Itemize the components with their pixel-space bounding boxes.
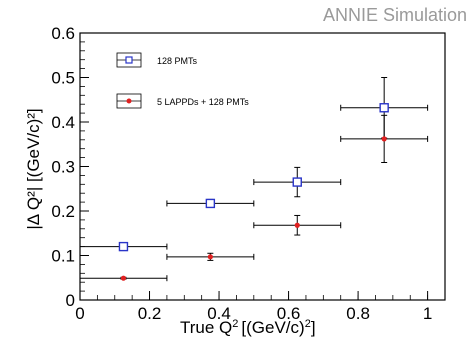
y-tick-label: 0.4 [51,113,75,132]
y-tick-label: 0 [66,291,75,310]
data-point-1 [118,241,129,252]
x-tick-label: 1 [423,304,432,323]
x-tick-label: 0.2 [138,304,162,323]
legend-label-series-1: 128 PMTs [157,56,198,66]
data-point-1 [205,198,216,209]
y-tick-label: 0.3 [51,158,75,177]
x-axis-title-close: ] [311,318,316,337]
legend-marker-series-1 [125,56,133,64]
data-points [79,77,429,282]
legend: 128 PMTs 5 LAPPDs + 128 PMTs [116,52,249,109]
simulation-label: ANNIE Simulation [323,5,467,25]
data-point-2 [207,254,213,260]
legend-label-series-2: 5 LAPPDs + 128 PMTs [157,97,249,107]
y-axis-title: |Δ Q²| [(GeV/c)²] [24,108,43,229]
x-tick-label: 0.6 [277,304,301,323]
data-point-1 [379,103,389,113]
x-axis-title: True Q2 [(GeV/c)2] [180,318,316,337]
x-axis-title-units: [(GeV/c) [241,318,304,337]
x-tick-label: 0.8 [346,304,370,323]
x-axis: 0 0.2 0.4 0.6 0.8 1 [75,291,446,323]
plot-frame [79,32,446,301]
x-axis-title-sup: 2 [232,318,238,330]
data-point-2 [381,136,387,142]
x-axis-title-main: True Q [180,318,232,337]
y-axis: 0 0.1 0.2 0.3 0.4 0.5 0.6 [51,24,89,310]
y-tick-label: 0.6 [51,24,75,43]
y-tick-label: 0.2 [51,202,75,221]
data-point-1 [292,177,302,187]
x-tick-label: 0.4 [207,304,231,323]
y-tick-label: 0.1 [51,247,75,266]
x-tick-label: 0 [75,304,84,323]
x-axis-title-sup2: 2 [305,318,311,330]
y-tick-label: 0.5 [51,69,75,88]
legend-marker-series-2 [126,98,132,104]
data-point-2 [120,275,127,281]
data-point-2 [294,222,300,228]
